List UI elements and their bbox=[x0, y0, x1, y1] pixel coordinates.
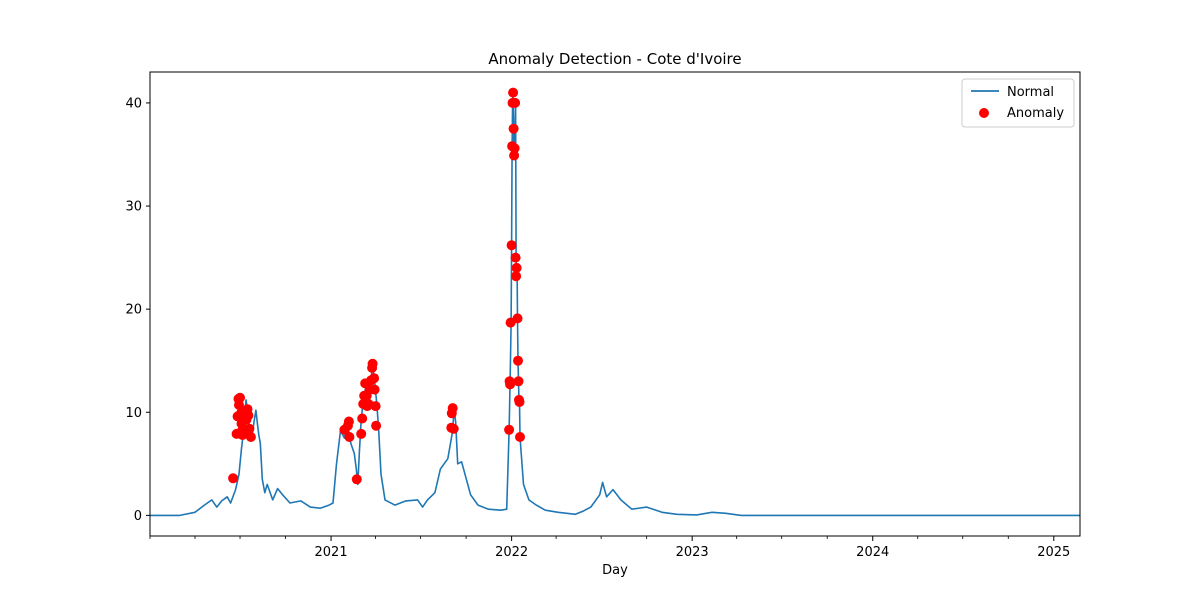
legend-anomaly-swatch bbox=[979, 108, 989, 118]
y-tick-label: 20 bbox=[125, 303, 142, 318]
anomaly-point bbox=[371, 420, 382, 431]
anomaly-point bbox=[508, 123, 519, 134]
axes-frame bbox=[149, 71, 1081, 537]
anomaly-point bbox=[228, 473, 239, 484]
anomaly-point bbox=[367, 358, 378, 369]
anomaly-point bbox=[511, 271, 522, 282]
anomaly-point bbox=[509, 150, 520, 161]
legend: Normal Anomaly bbox=[961, 78, 1075, 128]
normal-series-line bbox=[150, 91, 1080, 517]
anomaly-point bbox=[508, 87, 519, 98]
anomaly-point bbox=[513, 376, 524, 387]
anomaly-point bbox=[509, 143, 520, 154]
anomaly-point bbox=[245, 432, 256, 442]
anomaly-point bbox=[351, 474, 362, 485]
anomaly-point bbox=[243, 410, 254, 421]
series-layer bbox=[150, 87, 1080, 517]
chart-title: Anomaly Detection - Cote d'Ivoire bbox=[488, 50, 741, 68]
x-axis-label: Day bbox=[602, 563, 628, 578]
anomaly-point bbox=[344, 432, 355, 442]
anomaly-point bbox=[504, 424, 515, 435]
y-tick-label: 30 bbox=[125, 200, 142, 215]
anomaly-point bbox=[369, 384, 380, 395]
y-tick-label: 10 bbox=[125, 406, 142, 421]
anomaly-point bbox=[510, 97, 521, 108]
anomaly-point bbox=[514, 397, 525, 407]
anomaly-point bbox=[235, 392, 245, 403]
axes-layer: 0 10 20 30 40 2021 2022 2023 2024 2025 bbox=[125, 71, 1081, 560]
anomaly-point bbox=[506, 240, 517, 251]
anomaly-point bbox=[369, 373, 380, 384]
anomaly-point bbox=[448, 423, 459, 434]
anomaly-point bbox=[370, 401, 381, 412]
anomaly-point bbox=[343, 416, 354, 427]
anomaly-point bbox=[515, 432, 525, 442]
x-tick-label: 2021 bbox=[315, 545, 348, 560]
anomaly-point bbox=[511, 262, 522, 273]
legend-anomaly-label: Anomaly bbox=[1007, 106, 1064, 121]
anomaly-point bbox=[357, 413, 368, 424]
x-tick-label: 2023 bbox=[676, 545, 709, 560]
anomaly-point bbox=[244, 423, 255, 434]
anomaly-point bbox=[447, 403, 458, 414]
anomaly-point bbox=[510, 252, 521, 263]
anomaly-point bbox=[513, 355, 523, 366]
x-tick-label: 2025 bbox=[1037, 545, 1070, 560]
x-tick-label: 2022 bbox=[495, 545, 528, 560]
anomaly-point bbox=[512, 313, 523, 324]
y-tick-label: 40 bbox=[125, 96, 142, 111]
anomaly-point bbox=[356, 428, 367, 439]
x-tick-label: 2024 bbox=[856, 545, 889, 560]
legend-normal-label: Normal bbox=[1007, 85, 1054, 100]
y-tick-label: 0 bbox=[134, 509, 142, 524]
anomaly-point bbox=[505, 379, 516, 390]
